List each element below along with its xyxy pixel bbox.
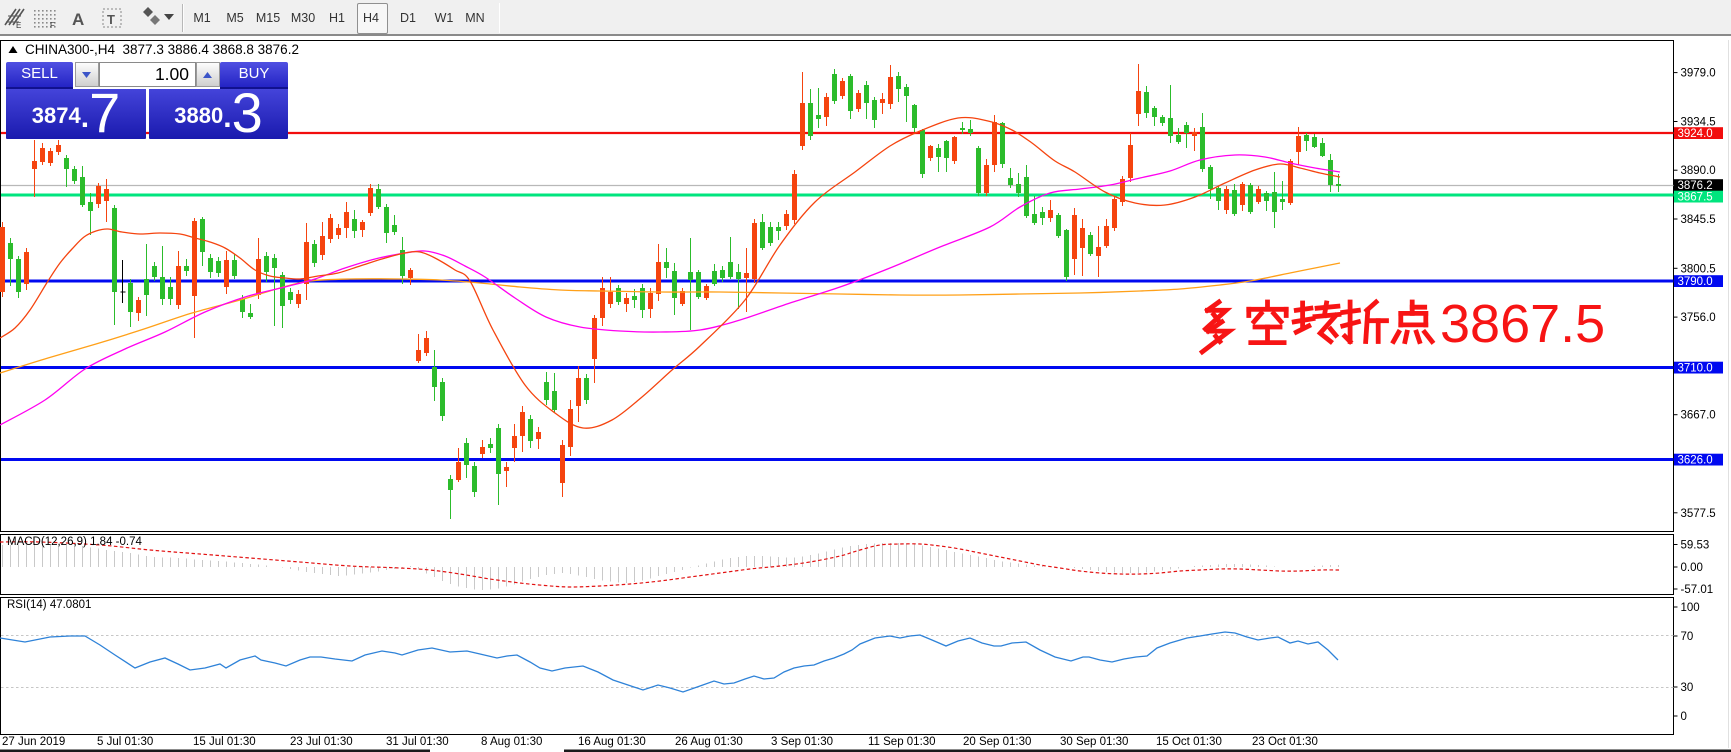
svg-text:100: 100	[1681, 602, 1700, 614]
svg-text:T: T	[107, 12, 115, 27]
svg-text:11 Sep 01:30: 11 Sep 01:30	[868, 736, 936, 748]
svg-text:3756.0: 3756.0	[1681, 312, 1716, 324]
svg-text:3876.2: 3876.2	[1678, 180, 1713, 192]
svg-text:F: F	[50, 21, 55, 30]
svg-text:8 Aug 01:30: 8 Aug 01:30	[481, 736, 542, 748]
svg-text:CHINA300-,H4 3877.3 3886.4 38: CHINA300-,H4 3877.3 3886.4 3868.8 3876.2	[25, 42, 299, 57]
svg-text:3 Sep 01:30: 3 Sep 01:30	[771, 736, 833, 748]
svg-text:15 Jul 01:30: 15 Jul 01:30	[193, 736, 256, 748]
svg-text:3890.0: 3890.0	[1681, 165, 1716, 177]
svg-text:59.53: 59.53	[1681, 540, 1710, 552]
svg-text:16 Aug 01:30: 16 Aug 01:30	[578, 736, 646, 748]
svg-text:30 Sep 01:30: 30 Sep 01:30	[1060, 736, 1128, 748]
svg-text:3710.0: 3710.0	[1678, 363, 1713, 375]
svg-text:RSI(14) 47.0801: RSI(14) 47.0801	[7, 599, 91, 611]
svg-text:15 Oct 01:30: 15 Oct 01:30	[1156, 736, 1222, 748]
svg-text:23 Jul 01:30: 23 Jul 01:30	[290, 736, 353, 748]
svg-text:31 Jul 01:30: 31 Jul 01:30	[386, 736, 449, 748]
svg-text:3626.0: 3626.0	[1678, 455, 1713, 467]
svg-text:20 Sep 01:30: 20 Sep 01:30	[963, 736, 1031, 748]
svg-text:3667.0: 3667.0	[1681, 410, 1716, 422]
svg-text:23 Oct 01:30: 23 Oct 01:30	[1252, 736, 1318, 748]
svg-text:3577.5: 3577.5	[1681, 508, 1716, 520]
svg-text:0: 0	[1681, 711, 1687, 723]
svg-text:3790.0: 3790.0	[1678, 276, 1713, 288]
svg-text:27 Jun 2019: 27 Jun 2019	[2, 736, 65, 748]
svg-text:26 Aug 01:30: 26 Aug 01:30	[675, 736, 743, 748]
svg-text:5 Jul 01:30: 5 Jul 01:30	[97, 736, 153, 748]
svg-text:MACD(12,26,9) 1.84 -0.74: MACD(12,26,9) 1.84 -0.74	[7, 536, 142, 548]
svg-text:70: 70	[1681, 631, 1694, 643]
svg-text:30: 30	[1681, 682, 1694, 694]
svg-text:A: A	[72, 10, 84, 29]
svg-text:3924.0: 3924.0	[1678, 128, 1713, 140]
svg-text:3845.5: 3845.5	[1681, 214, 1716, 226]
svg-text:3800.5: 3800.5	[1681, 263, 1716, 275]
svg-text:3934.5: 3934.5	[1681, 117, 1716, 129]
svg-text:E: E	[16, 21, 21, 30]
svg-text:0.00: 0.00	[1681, 562, 1703, 574]
svg-text:3979.0: 3979.0	[1681, 68, 1716, 80]
svg-text:-57.01: -57.01	[1681, 584, 1714, 596]
svg-text:3867.5: 3867.5	[1678, 192, 1713, 204]
svg-text:3867.5: 3867.5	[1440, 294, 1605, 354]
